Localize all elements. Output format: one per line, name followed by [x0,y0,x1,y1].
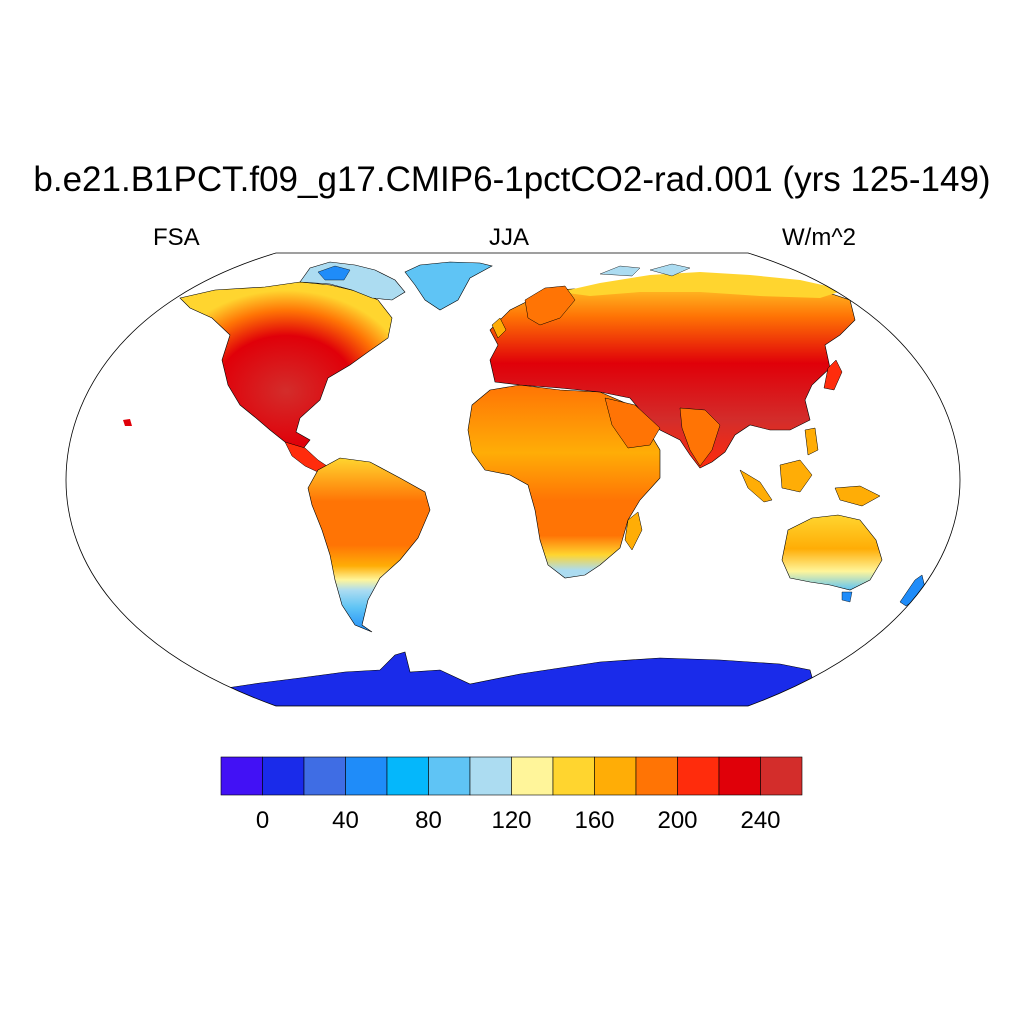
arctic-islands [599,263,691,277]
british-isles [491,317,507,339]
colorbar-tick-label: 200 [657,807,697,834]
colorbar-swatch [386,756,429,796]
arabian-peninsula [604,397,661,449]
antarctica [209,651,821,706]
tasmania [841,591,853,603]
new-guinea [834,485,881,507]
colorbar-swatch [677,756,720,796]
japan [823,359,843,391]
colorbar-tick-label: 240 [740,807,780,834]
colorbar-swatch [428,756,471,796]
scandinavia [524,285,576,326]
philippines [804,427,819,456]
north-america [179,281,393,451]
colorbar-swatch [220,756,263,796]
variable-label: FSA [153,224,200,251]
colorbar-swatch [345,756,388,796]
canada-islands-blue [317,265,351,281]
greenland [404,261,493,311]
borneo [779,459,813,493]
madagascar [624,511,643,551]
sumatra [739,469,773,503]
colorbar-swatch [262,756,305,796]
colorbar-swatch [469,756,512,796]
colorbar-tick-label: 160 [574,807,614,834]
colorbar-swatch [303,756,346,796]
india [679,407,721,467]
season-label: JJA [489,224,530,251]
colorbar-tick-label: 0 [256,807,269,834]
units-label: W/m^2 [782,224,856,251]
colorbar-swatch [718,756,761,796]
colorbar-swatch [552,756,595,796]
colorbar-tick-label: 40 [332,807,359,834]
colorbar-swatch [635,756,678,796]
colorbar-swatch [760,756,803,796]
colorbar-swatch [594,756,637,796]
hawaii [123,419,132,426]
australia [781,514,883,591]
colorbar-swatch [511,756,554,796]
south-america [307,457,431,633]
colorbar-tick-label: 120 [491,807,531,834]
map-title: b.e21.B1PCT.f09_g17.CMIP6-1pctCO2-rad.00… [33,160,991,199]
siberia-coast [560,272,845,298]
colorbar-tick-label: 80 [415,807,442,834]
africa [467,384,661,579]
